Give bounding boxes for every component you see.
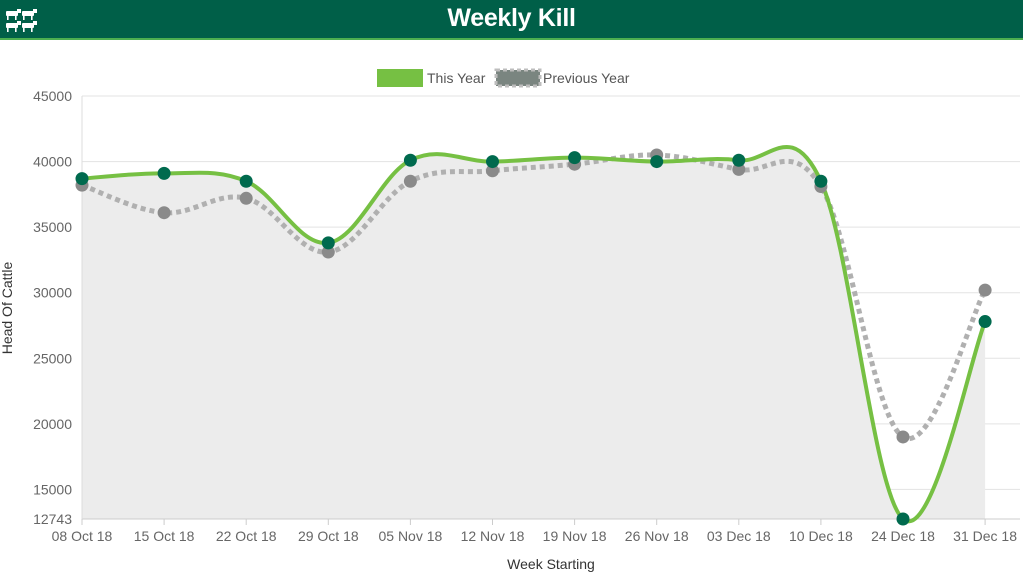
weekly-kill-chart: This Year Previous Year 12743 15000 20000 2… xyxy=(0,68,1020,572)
this-year-area xyxy=(82,146,986,522)
legend-swatch-previous-year xyxy=(494,68,542,88)
this-year-point[interactable] xyxy=(157,166,171,180)
previous-year-point[interactable] xyxy=(321,245,335,259)
x-tick-label: 19 Nov 18 xyxy=(543,528,607,544)
x-axis-title: Week Starting xyxy=(507,556,595,572)
this-year-point[interactable] xyxy=(75,172,89,186)
this-year-point[interactable] xyxy=(814,174,828,188)
legend[interactable]: This Year Previous Year xyxy=(377,68,630,88)
this-year-point[interactable] xyxy=(732,153,746,167)
y-tick-label: 25000 xyxy=(33,350,72,366)
x-tick-label: 10 Dec 18 xyxy=(789,528,853,544)
y-tick-label: 20000 xyxy=(33,416,72,432)
plot-area xyxy=(82,146,986,522)
x-tick-label: 05 Nov 18 xyxy=(378,528,442,544)
legend-swatch-this-year xyxy=(377,69,423,87)
x-tick-label: 12 Nov 18 xyxy=(461,528,525,544)
this-year-point[interactable] xyxy=(403,153,417,167)
this-year-point[interactable] xyxy=(321,236,335,250)
y-axis-title: Head Of Cattle xyxy=(0,261,15,354)
previous-year-point[interactable] xyxy=(157,206,171,220)
previous-year-point[interactable] xyxy=(403,174,417,188)
x-tick-label: 24 Dec 18 xyxy=(871,528,935,544)
previous-year-point[interactable] xyxy=(896,430,910,444)
y-tick-label: 35000 xyxy=(33,219,72,235)
previous-year-point[interactable] xyxy=(732,162,746,176)
x-tick-label: 31 Dec 18 xyxy=(953,528,1017,544)
previous-year-point[interactable] xyxy=(239,191,253,205)
x-tick-label: 15 Oct 18 xyxy=(134,528,195,544)
legend-label-previous-year: Previous Year xyxy=(543,70,630,86)
y-tick-label: 45000 xyxy=(33,88,72,104)
this-year-point[interactable] xyxy=(650,155,664,169)
y-tick-label: 40000 xyxy=(33,154,72,170)
this-year-point[interactable] xyxy=(486,155,499,169)
y-tick-label: 30000 xyxy=(33,285,72,301)
cattle-icon xyxy=(6,9,37,32)
header-bar: Weekly Kill xyxy=(0,0,1023,40)
previous-year-point[interactable] xyxy=(486,164,499,178)
previous-year-point[interactable] xyxy=(978,283,992,297)
x-tick-label: 03 Dec 18 xyxy=(707,528,771,544)
this-year-point[interactable] xyxy=(896,512,910,526)
y-tick-label: 12743 xyxy=(33,511,72,527)
this-year-point[interactable] xyxy=(568,151,582,165)
x-tick-label: 29 Oct 18 xyxy=(298,528,359,544)
this-year-point[interactable] xyxy=(978,315,992,329)
x-tick-label: 22 Oct 18 xyxy=(216,528,277,544)
x-tick-label: 26 Nov 18 xyxy=(625,528,689,544)
markers xyxy=(75,148,992,526)
page-title: Weekly Kill xyxy=(447,4,576,32)
this-year-point[interactable] xyxy=(239,174,253,188)
x-tick-label: 08 Oct 18 xyxy=(52,528,113,544)
legend-label-this-year: This Year xyxy=(427,70,486,86)
axes: 12743 15000 20000 25000 30000 35000 40000 45000… xyxy=(33,88,1020,544)
y-tick-label: 15000 xyxy=(33,481,72,497)
